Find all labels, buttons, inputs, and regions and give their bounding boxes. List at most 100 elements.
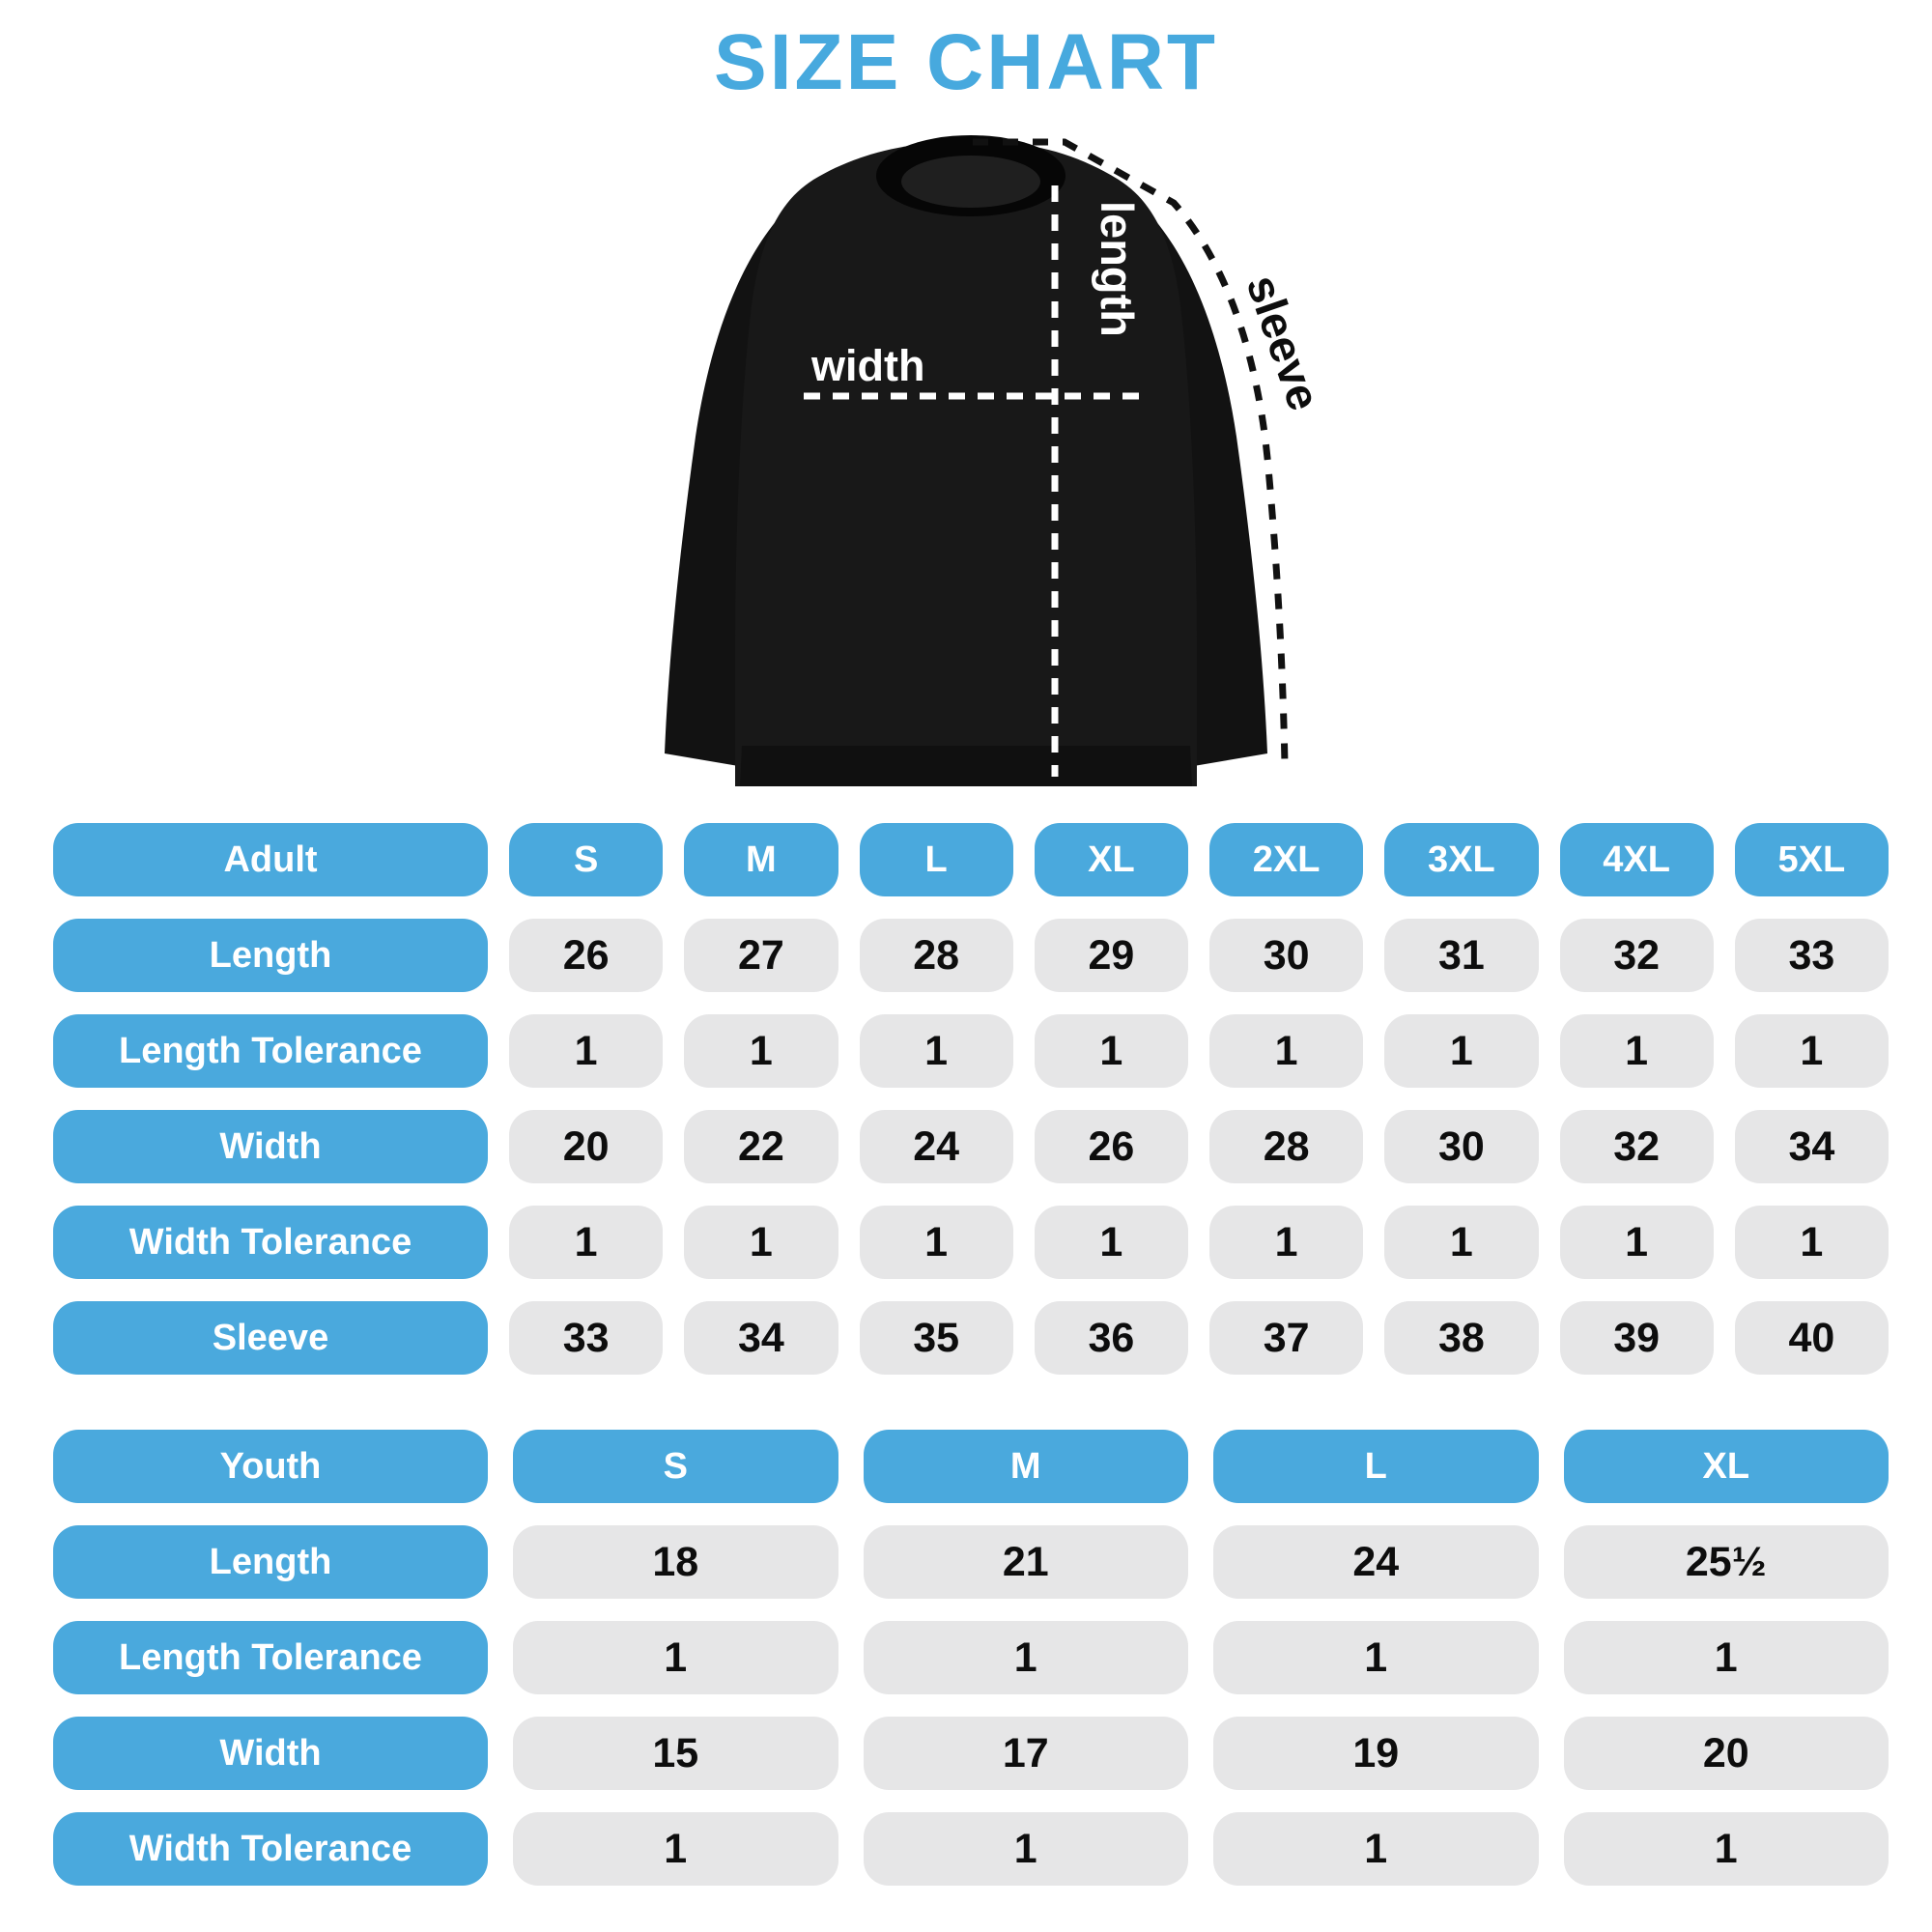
adult-size-header-s: S xyxy=(509,823,664,896)
adult-size-header-4xl: 4XL xyxy=(1559,823,1714,896)
adult-length-value-6: 32 xyxy=(1559,919,1714,992)
youth-width-tolerance-value-1: 1 xyxy=(863,1812,1188,1886)
youth-length-value-2: 24 xyxy=(1213,1525,1539,1599)
adult-length-tolerance-value-1: 1 xyxy=(684,1014,838,1088)
adult-width-tolerance-value-5: 1 xyxy=(1384,1206,1539,1279)
adult-length-tolerance-value-2: 1 xyxy=(859,1014,1013,1088)
adult-size-header-2xl: 2XL xyxy=(1209,823,1364,896)
adult-row-width-tolerance: Width Tolerance 1 1 1 1 1 1 1 1 xyxy=(53,1206,1889,1279)
youth-header-row: Youth S M L XL xyxy=(53,1430,1889,1503)
adult-width-tolerance-value-0: 1 xyxy=(509,1206,664,1279)
adult-sleeve-value-3: 36 xyxy=(1034,1301,1188,1375)
adult-width-value-2: 24 xyxy=(859,1110,1013,1183)
adult-width-value-5: 30 xyxy=(1384,1110,1539,1183)
adult-width-tolerance-value-6: 1 xyxy=(1559,1206,1714,1279)
adult-length-tolerance-value-5: 1 xyxy=(1384,1014,1539,1088)
adult-size-header-xl: XL xyxy=(1034,823,1188,896)
adult-width-value-0: 20 xyxy=(509,1110,664,1183)
youth-length-value-1: 21 xyxy=(863,1525,1188,1599)
adult-length-label: Length xyxy=(53,919,488,992)
page-title: SIZE CHART xyxy=(714,18,1218,106)
adult-sleeve-value-5: 38 xyxy=(1384,1301,1539,1375)
adult-length-tolerance-value-4: 1 xyxy=(1209,1014,1364,1088)
youth-width-tolerance-value-3: 1 xyxy=(1563,1812,1889,1886)
sweatshirt-body xyxy=(735,141,1197,786)
adult-width-tolerance-label: Width Tolerance xyxy=(53,1206,488,1279)
sweatshirt-diagram: length width sleeve xyxy=(618,108,1314,806)
youth-length-tolerance-value-3: 1 xyxy=(1563,1621,1889,1694)
sweatshirt-collar-opening xyxy=(901,156,1040,208)
adult-size-header-5xl: 5XL xyxy=(1734,823,1889,896)
adult-length-value-7: 33 xyxy=(1734,919,1889,992)
adult-width-tolerance-value-4: 1 xyxy=(1209,1206,1364,1279)
adult-row-length: Length 26 27 28 29 30 31 32 33 xyxy=(53,919,1889,992)
youth-width-tolerance-label: Width Tolerance xyxy=(53,1812,488,1886)
youth-length-value-0: 18 xyxy=(513,1525,838,1599)
length-label: length xyxy=(1092,201,1143,337)
adult-size-header-m: M xyxy=(684,823,838,896)
adult-size-header-l: L xyxy=(859,823,1013,896)
youth-size-header-s: S xyxy=(513,1430,838,1503)
sweatshirt-svg: length width sleeve xyxy=(665,135,1314,786)
adult-sleeve-label: Sleeve xyxy=(53,1301,488,1375)
adult-length-value-1: 27 xyxy=(684,919,838,992)
youth-width-value-1: 17 xyxy=(863,1717,1188,1790)
adult-width-tolerance-value-2: 1 xyxy=(859,1206,1013,1279)
adult-header-row: Adult S M L XL 2XL 3XL 4XL 5XL xyxy=(53,823,1889,896)
sleeve-label: sleeve xyxy=(1237,269,1314,416)
adult-size-table: Adult S M L XL 2XL 3XL 4XL 5XL Length 26 27 28 29 30 31… xyxy=(53,823,1889,1375)
adult-width-tolerance-value-1: 1 xyxy=(684,1206,838,1279)
adult-length-value-4: 30 xyxy=(1209,919,1364,992)
youth-length-tolerance-value-1: 1 xyxy=(863,1621,1188,1694)
adult-sleeve-value-1: 34 xyxy=(684,1301,838,1375)
youth-size-header-xl: XL xyxy=(1563,1430,1889,1503)
adult-sleeve-value-2: 35 xyxy=(859,1301,1013,1375)
adult-row-width: Width 20 22 24 26 28 30 32 34 xyxy=(53,1110,1889,1183)
adult-width-value-7: 34 xyxy=(1734,1110,1889,1183)
adult-length-tolerance-value-6: 1 xyxy=(1559,1014,1714,1088)
adult-width-value-6: 32 xyxy=(1559,1110,1714,1183)
adult-width-label: Width xyxy=(53,1110,488,1183)
youth-width-tolerance-value-0: 1 xyxy=(513,1812,838,1886)
adult-sleeve-value-6: 39 xyxy=(1559,1301,1714,1375)
sweatshirt-hem xyxy=(740,746,1192,786)
youth-size-header-l: L xyxy=(1213,1430,1539,1503)
adult-width-value-3: 26 xyxy=(1034,1110,1188,1183)
youth-width-tolerance-value-2: 1 xyxy=(1213,1812,1539,1886)
adult-length-value-3: 29 xyxy=(1034,919,1188,992)
adult-length-value-0: 26 xyxy=(509,919,664,992)
adult-length-tolerance-value-3: 1 xyxy=(1034,1014,1188,1088)
adult-size-header-3xl: 3XL xyxy=(1384,823,1539,896)
adult-length-value-5: 31 xyxy=(1384,919,1539,992)
adult-width-value-4: 28 xyxy=(1209,1110,1364,1183)
adult-width-value-1: 22 xyxy=(684,1110,838,1183)
youth-row-length-tolerance: Length Tolerance 1 1 1 1 xyxy=(53,1621,1889,1694)
youth-length-tolerance-value-2: 1 xyxy=(1213,1621,1539,1694)
youth-length-value-3: 25½ xyxy=(1563,1525,1889,1599)
adult-sleeve-value-7: 40 xyxy=(1734,1301,1889,1375)
youth-length-label: Length xyxy=(53,1525,488,1599)
youth-row-length: Length 18 21 24 25½ xyxy=(53,1525,1889,1599)
adult-length-tolerance-value-7: 1 xyxy=(1734,1014,1889,1088)
youth-header-label: Youth xyxy=(53,1430,488,1503)
youth-width-value-0: 15 xyxy=(513,1717,838,1790)
adult-length-tolerance-label: Length Tolerance xyxy=(53,1014,488,1088)
youth-row-width-tolerance: Width Tolerance 1 1 1 1 xyxy=(53,1812,1889,1886)
adult-length-tolerance-value-0: 1 xyxy=(509,1014,664,1088)
adult-width-tolerance-value-3: 1 xyxy=(1034,1206,1188,1279)
width-label: width xyxy=(810,341,924,390)
adult-sleeve-value-0: 33 xyxy=(509,1301,664,1375)
youth-row-width: Width 15 17 19 20 xyxy=(53,1717,1889,1790)
youth-length-tolerance-value-0: 1 xyxy=(513,1621,838,1694)
adult-length-value-2: 28 xyxy=(859,919,1013,992)
adult-row-sleeve: Sleeve 33 34 35 36 37 38 39 40 xyxy=(53,1301,1889,1375)
youth-width-label: Width xyxy=(53,1717,488,1790)
youth-length-tolerance-label: Length Tolerance xyxy=(53,1621,488,1694)
sleeve-measure-line xyxy=(973,138,1289,766)
adult-header-label: Adult xyxy=(53,823,488,896)
youth-width-value-3: 20 xyxy=(1563,1717,1889,1790)
adult-sleeve-value-4: 37 xyxy=(1209,1301,1364,1375)
youth-width-value-2: 19 xyxy=(1213,1717,1539,1790)
adult-width-tolerance-value-7: 1 xyxy=(1734,1206,1889,1279)
